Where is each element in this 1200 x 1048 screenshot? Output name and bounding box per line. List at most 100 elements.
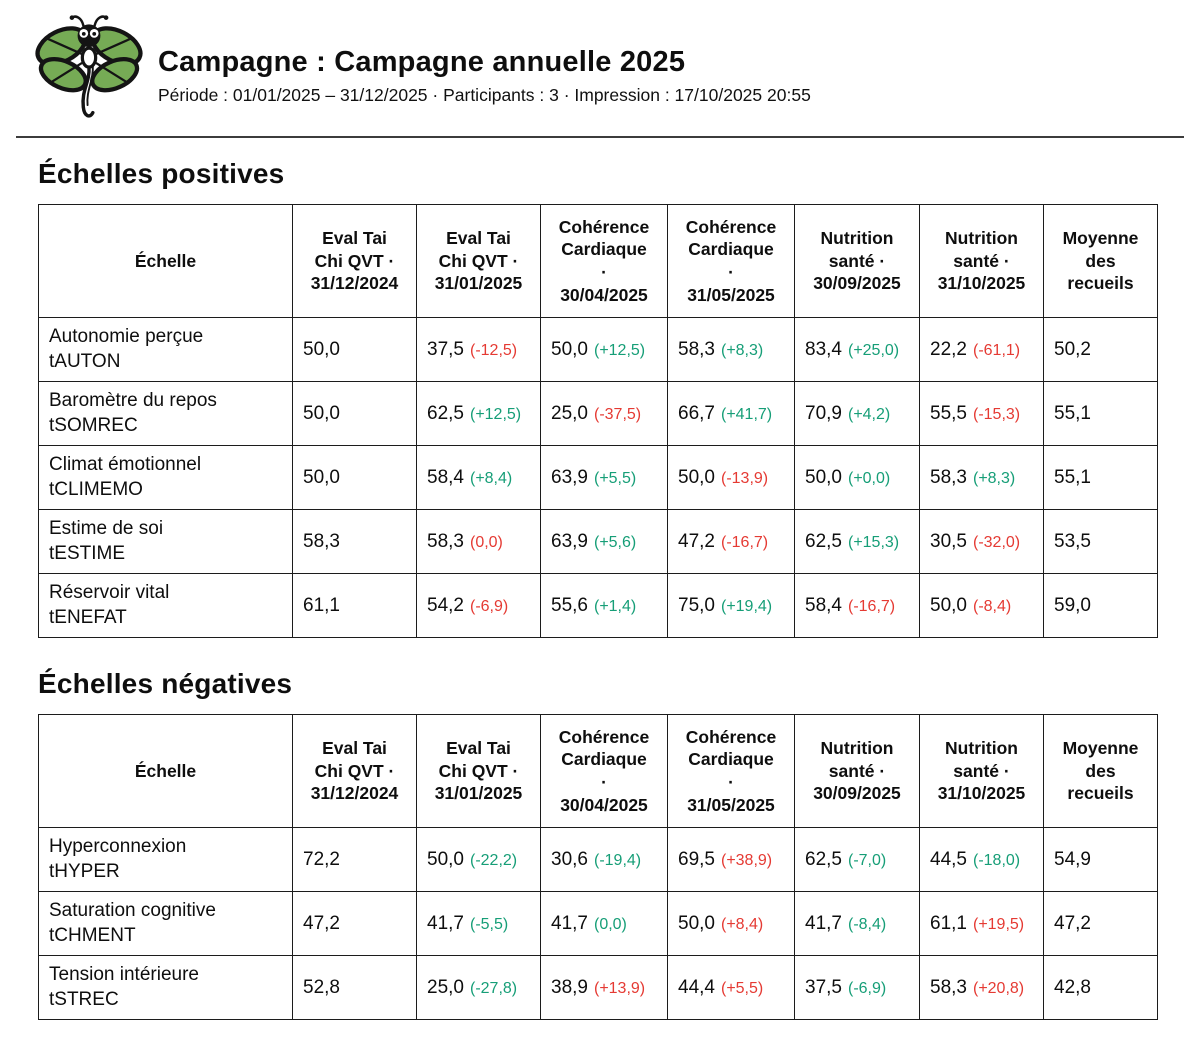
column-header: Nutrition santé · 30/09/2025 xyxy=(794,714,920,828)
delta-value: (-5,5) xyxy=(469,915,509,933)
score-value: 22,2 xyxy=(930,338,967,360)
column-header: Eval Tai Chi QVT · 31/12/2024 xyxy=(292,204,417,318)
column-header: Cohérence Cardiaque · 30/04/2025 xyxy=(540,714,668,828)
scale-code: tAUTON xyxy=(49,350,121,372)
score-value: 38,9 xyxy=(551,976,588,998)
value-cell: 58,4 (+8,4) xyxy=(416,445,541,510)
delta-value: (-27,8) xyxy=(469,979,518,997)
value-cell: 75,0 (+19,4) xyxy=(667,573,795,638)
delta-value: (+8,4) xyxy=(469,469,513,487)
delta-value: (+41,7) xyxy=(720,405,773,423)
delta-value: (-8,4) xyxy=(847,915,887,933)
score-value: 55,6 xyxy=(551,594,588,616)
table-row: Hyperconnexion tHYPER 72,2 50,0 (-22,2) 30,6 (… xyxy=(38,827,1158,892)
delta-value: (+4,2) xyxy=(847,405,891,423)
value-cell: 61,1 xyxy=(292,573,417,638)
score-value: 50,2 xyxy=(1054,338,1091,360)
scale-label-cell: Baromètre du repos tSOMREC xyxy=(38,381,293,446)
value-cell: 54,9 xyxy=(1043,827,1158,892)
column-header: Cohérence Cardiaque · 31/05/2025 xyxy=(667,714,795,828)
table-row: Estime de soi tESTIME 58,3 58,3 (0,0) 63,9 (+5… xyxy=(38,509,1158,574)
score-value: 37,5 xyxy=(805,976,842,998)
score-value: 50,0 xyxy=(678,466,715,488)
score-value: 62,5 xyxy=(805,530,842,552)
score-value: 41,7 xyxy=(805,912,842,934)
scale-code: tSTREC xyxy=(49,988,119,1010)
score-value: 72,2 xyxy=(303,848,340,870)
delta-value: (+15,3) xyxy=(847,533,900,551)
score-value: 58,3 xyxy=(303,530,340,552)
score-value: 54,9 xyxy=(1054,848,1091,870)
score-value: 25,0 xyxy=(427,976,464,998)
score-value: 41,7 xyxy=(551,912,588,934)
score-value: 69,5 xyxy=(678,848,715,870)
scale-name: Réservoir vital xyxy=(49,582,170,604)
score-value: 70,9 xyxy=(805,402,842,424)
delta-value: (-12,5) xyxy=(469,341,518,359)
score-value: 47,2 xyxy=(1054,912,1091,934)
score-value: 30,6 xyxy=(551,848,588,870)
value-cell: 37,5 (-12,5) xyxy=(416,317,541,382)
value-cell: 59,0 xyxy=(1043,573,1158,638)
table-row: Baromètre du repos tSOMREC 50,0 62,5 (+12,5)… xyxy=(38,381,1158,446)
value-cell: 58,3 (0,0) xyxy=(416,509,541,574)
delta-value: (+5,5) xyxy=(593,469,637,487)
value-cell: 50,0 (-8,4) xyxy=(919,573,1044,638)
page-title: Campagne : Campagne annuelle 2025 xyxy=(158,46,686,79)
value-cell: 58,3 xyxy=(292,509,417,574)
delta-value: (-6,9) xyxy=(469,597,509,615)
value-cell: 62,5 (+12,5) xyxy=(416,381,541,446)
table-row: Tension intérieure tSTREC 52,8 25,0 (-27,8) 3… xyxy=(38,955,1158,1020)
column-header: Échelle xyxy=(38,204,293,318)
scale-name: Tension intérieure xyxy=(49,964,199,986)
scale-code: tSOMREC xyxy=(49,414,138,436)
score-value: 50,0 xyxy=(303,466,340,488)
scale-label-cell: Estime de soi tESTIME xyxy=(38,509,293,574)
score-value: 47,2 xyxy=(678,530,715,552)
delta-value: (-13,9) xyxy=(720,469,769,487)
value-cell: 25,0 (-37,5) xyxy=(540,381,668,446)
column-header: Eval Tai Chi QVT · 31/01/2025 xyxy=(416,714,541,828)
delta-value: (-32,0) xyxy=(972,533,1021,551)
delta-value: (0,0) xyxy=(469,533,503,551)
delta-value: (-37,5) xyxy=(593,405,642,423)
value-cell: 50,0 xyxy=(292,381,417,446)
scale-label-cell: Hyperconnexion tHYPER xyxy=(38,827,293,892)
column-header: Cohérence Cardiaque · 30/04/2025 xyxy=(540,204,668,318)
value-cell: 52,8 xyxy=(292,955,417,1020)
table-row: Climat émotionnel tCLIMEMO 50,0 58,4 (+8,4) 6… xyxy=(38,445,1158,510)
score-value: 63,9 xyxy=(551,530,588,552)
value-cell: 70,9 (+4,2) xyxy=(794,381,920,446)
delta-value: (+19,5) xyxy=(972,915,1025,933)
value-cell: 61,1 (+19,5) xyxy=(919,891,1044,956)
value-cell: 50,0 (-13,9) xyxy=(667,445,795,510)
value-cell: 47,2 xyxy=(292,891,417,956)
score-value: 54,2 xyxy=(427,594,464,616)
delta-value: (-6,9) xyxy=(847,979,887,997)
delta-value: (0,0) xyxy=(593,915,627,933)
value-cell: 72,2 xyxy=(292,827,417,892)
dragonfly-logo xyxy=(30,12,148,126)
value-cell: 38,9 (+13,9) xyxy=(540,955,668,1020)
delta-value: (-61,1) xyxy=(972,341,1021,359)
column-header: Nutrition santé · 31/10/2025 xyxy=(919,714,1044,828)
header-row: Échelle Eval Tai Chi QVT · 31/12/2024 Eval… xyxy=(38,714,1158,828)
table-row: Réservoir vital tENEFAT 61,1 54,2 (-6,9) 55,6… xyxy=(38,573,1158,638)
value-cell: 50,0 (+0,0) xyxy=(794,445,920,510)
scale-name: Autonomie perçue xyxy=(49,326,204,348)
delta-value: (+0,0) xyxy=(847,469,891,487)
score-value: 50,0 xyxy=(427,848,464,870)
delta-value: (+8,3) xyxy=(720,341,764,359)
value-cell: 54,2 (-6,9) xyxy=(416,573,541,638)
value-cell: 83,4 (+25,0) xyxy=(794,317,920,382)
value-cell: 55,6 (+1,4) xyxy=(540,573,668,638)
score-value: 58,4 xyxy=(805,594,842,616)
value-cell: 41,7 (-8,4) xyxy=(794,891,920,956)
value-cell: 41,7 (-5,5) xyxy=(416,891,541,956)
score-value: 55,5 xyxy=(930,402,967,424)
score-value: 44,5 xyxy=(930,848,967,870)
score-value: 61,1 xyxy=(303,594,340,616)
score-value: 50,0 xyxy=(930,594,967,616)
score-value: 62,5 xyxy=(805,848,842,870)
